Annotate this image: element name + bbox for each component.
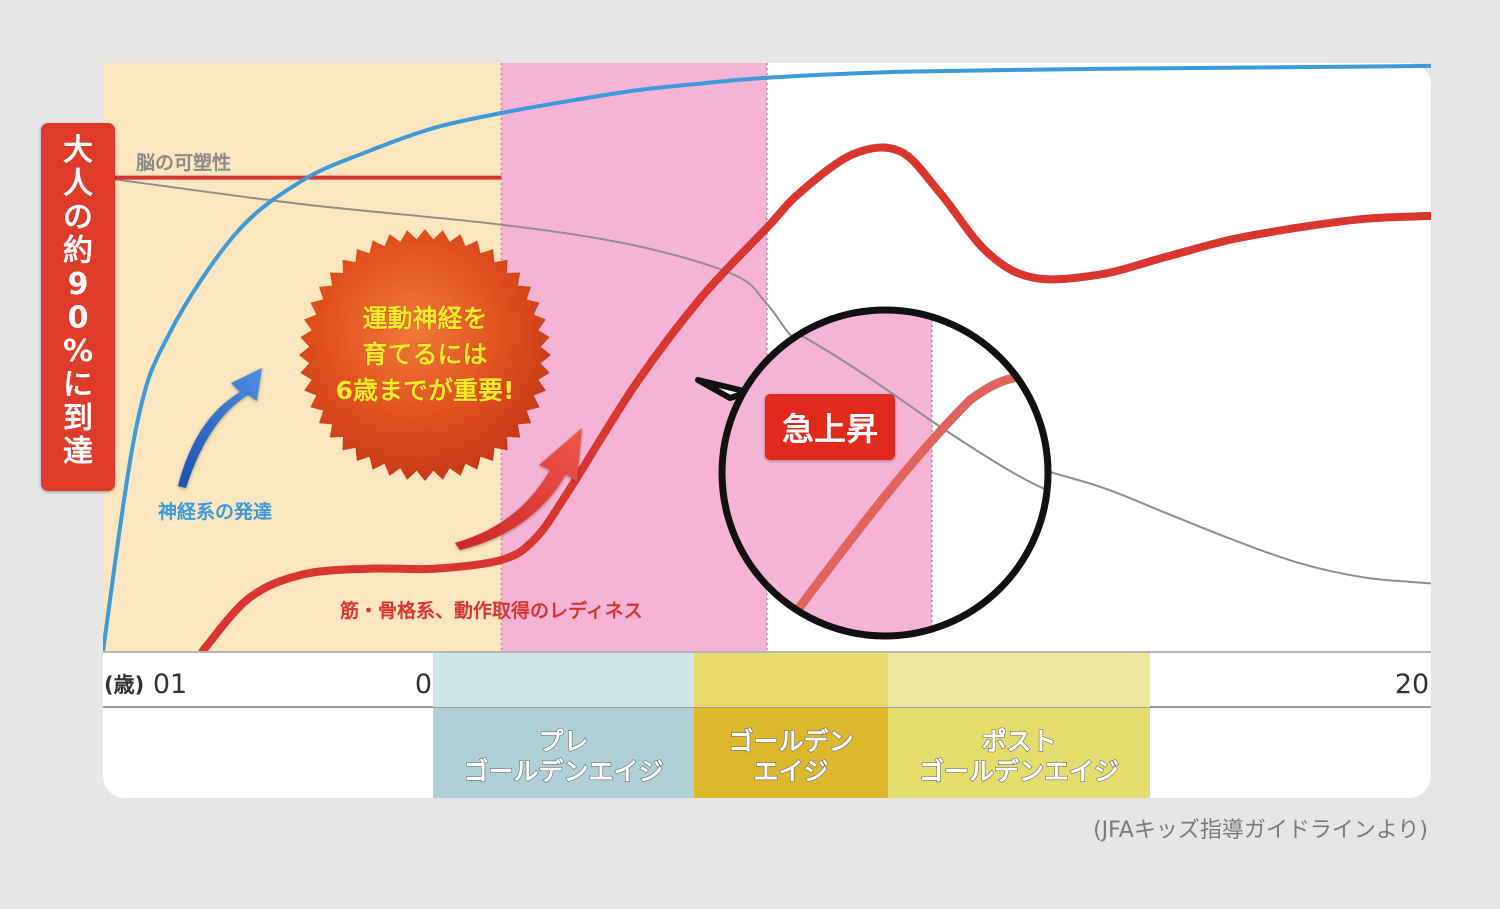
- stage-label-0-0: プレ: [538, 727, 588, 756]
- stage-label-2-0: ポスト: [981, 727, 1056, 756]
- side-label-char-2: の: [63, 200, 93, 235]
- series-line-nervous-system: [103, 63, 1431, 651]
- x-tick-01: 01: [153, 669, 187, 700]
- x-axis-unit: (歳): [104, 673, 144, 697]
- side-label-char-5: 0: [68, 301, 89, 336]
- side-label-char-0: 大: [63, 133, 93, 168]
- label-muscle-skeletal: 筋・骨格系、動作取得のレディネス: [340, 599, 643, 622]
- burst-text-line-1: 育てるには: [362, 340, 487, 369]
- stage-band-top-0: [433, 653, 694, 707]
- stage-label-2-1: ゴールデンエイジ: [919, 757, 1119, 786]
- zoom-label-box: [765, 394, 895, 460]
- label-nervous-system: 神経系の発達: [158, 500, 272, 523]
- starburst-badge: [299, 229, 551, 481]
- source-note: (JFAキッズ指導ガイドラインより): [1093, 818, 1428, 843]
- lens-red-line: [785, 370, 1035, 625]
- lens-ring: [718, 306, 1052, 640]
- zoom-label: 急上昇: [782, 410, 878, 448]
- stage-band-0: [433, 708, 694, 798]
- side-label-char-3: 約: [63, 234, 93, 269]
- stage-band-top-1: [694, 653, 888, 707]
- side-label-background: [41, 123, 115, 491]
- side-label-char-1: 人: [63, 167, 93, 202]
- blue-arrow-icon: [178, 368, 262, 488]
- stage-label-1-0: ゴールデン: [728, 727, 853, 756]
- stage-band-2: [888, 708, 1150, 798]
- side-label-char-6: %: [63, 334, 93, 369]
- stage-band-top-2: [888, 653, 1150, 707]
- stage-band-1: [694, 708, 888, 798]
- side-label-char-4: 9: [68, 267, 89, 302]
- stage-label-0-1: ゴールデンエイジ: [463, 757, 663, 786]
- label-brain-plasticity: 脳の可塑性: [135, 151, 231, 174]
- series-line-muscle-skeletal: [198, 143, 1431, 651]
- side-label-char-8: 到: [63, 401, 93, 436]
- red-arrow-icon: [455, 428, 582, 550]
- stage-label-1-1: エイジ: [753, 757, 828, 786]
- burst-text-line-2: 6歳までが重要!: [336, 376, 515, 405]
- x-tick-20: 20: [1395, 669, 1429, 700]
- side-label-char-7: に: [63, 368, 93, 403]
- burst-text-line-0: 運動神経を: [362, 304, 487, 333]
- side-label-char-9: 達: [63, 435, 93, 470]
